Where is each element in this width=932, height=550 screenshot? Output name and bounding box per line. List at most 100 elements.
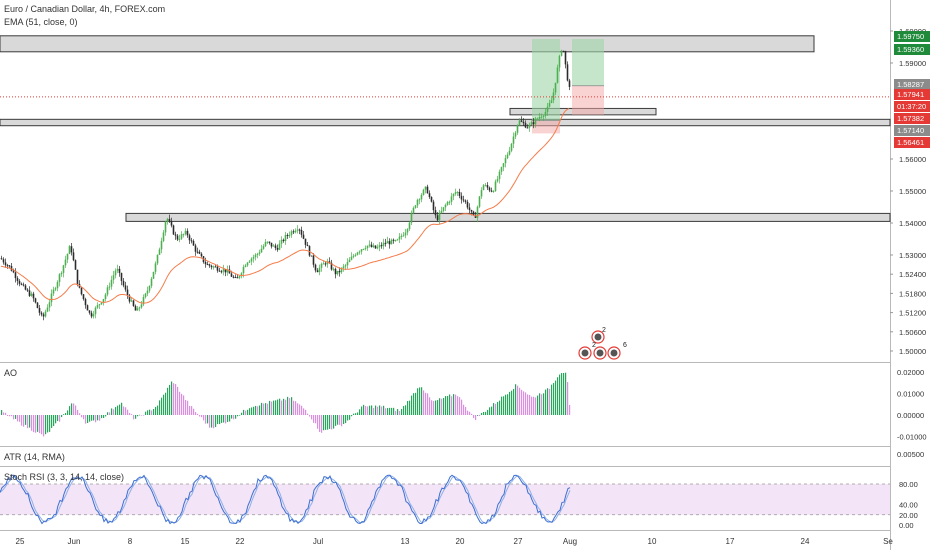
ao-bar bbox=[531, 396, 533, 415]
candle-body bbox=[308, 246, 311, 256]
candle-body bbox=[218, 270, 221, 272]
candle-body bbox=[512, 136, 515, 144]
ao-bar bbox=[293, 400, 295, 415]
candle-body bbox=[382, 242, 385, 247]
ao-bar bbox=[69, 406, 71, 415]
event-icon-dot bbox=[581, 349, 589, 357]
loss-zone[interactable] bbox=[532, 120, 560, 134]
sr-zone[interactable] bbox=[0, 35, 815, 53]
ao-bar bbox=[57, 415, 59, 422]
ao-bar bbox=[153, 408, 155, 415]
candle-body bbox=[502, 163, 505, 168]
candle-body bbox=[490, 190, 493, 192]
candle-body bbox=[210, 265, 213, 268]
ao-bar bbox=[279, 398, 281, 415]
ao-bar bbox=[159, 400, 161, 415]
ao-bar bbox=[239, 415, 241, 416]
candle-body bbox=[222, 269, 225, 272]
events[interactable]: 2 2 6 bbox=[578, 327, 627, 360]
ao-bar bbox=[529, 394, 531, 415]
ao-bar bbox=[93, 415, 95, 421]
candle-body bbox=[548, 103, 551, 107]
ao-bar bbox=[425, 392, 427, 415]
candle-body bbox=[138, 307, 141, 309]
ao-bar bbox=[7, 415, 9, 417]
candle-body bbox=[160, 240, 163, 250]
candle-body bbox=[246, 262, 249, 266]
candle-body bbox=[350, 256, 353, 260]
candle-body bbox=[26, 289, 29, 291]
candle-body bbox=[358, 251, 361, 253]
ao-bar bbox=[415, 392, 417, 415]
ao-bar bbox=[141, 415, 143, 416]
ao-bar bbox=[473, 415, 475, 419]
ao-bar bbox=[369, 405, 371, 415]
candle-body bbox=[398, 236, 401, 240]
ao-bar bbox=[535, 397, 537, 415]
ao-bar bbox=[5, 412, 7, 415]
ao-bar bbox=[213, 415, 215, 429]
candle-body bbox=[332, 268, 335, 270]
candle-body bbox=[46, 307, 49, 312]
x-tick-label: 25 bbox=[16, 537, 25, 546]
candle-body bbox=[366, 245, 369, 249]
candle-body bbox=[234, 277, 237, 279]
ao-tick-label: 0.02000 bbox=[897, 368, 924, 377]
profit-zone[interactable] bbox=[572, 39, 604, 86]
candle-body bbox=[294, 230, 297, 233]
ao-bar bbox=[313, 415, 315, 423]
ao-bar bbox=[23, 415, 25, 427]
candle-body bbox=[276, 247, 279, 250]
candle-body bbox=[364, 248, 367, 250]
candle-body bbox=[174, 234, 177, 236]
ao-bar bbox=[397, 409, 399, 415]
ao-bar bbox=[21, 415, 23, 426]
profit-zone[interactable] bbox=[532, 39, 560, 121]
ao-bar bbox=[173, 383, 175, 415]
x-tick-label: 22 bbox=[236, 537, 245, 546]
candle-body bbox=[192, 240, 195, 246]
ao-bar bbox=[161, 397, 163, 415]
candle-body bbox=[464, 200, 467, 202]
candle-body bbox=[312, 255, 315, 265]
x-tick-label: 24 bbox=[801, 537, 810, 546]
ao-bar bbox=[327, 415, 329, 430]
stoch-tick-label: 20.00 bbox=[899, 511, 918, 520]
loss-zone[interactable] bbox=[572, 85, 604, 115]
stoch-legend: Stoch RSI (3, 3, 14, 14, close) bbox=[4, 472, 125, 482]
y-tick-label: 1.50000 bbox=[899, 347, 926, 356]
ao-bar bbox=[567, 382, 569, 415]
candle-body bbox=[198, 251, 201, 254]
ao-bar bbox=[241, 412, 243, 415]
candle-body bbox=[256, 253, 259, 255]
ao-bar bbox=[87, 415, 89, 424]
candle-body bbox=[460, 195, 463, 200]
ao-bar bbox=[319, 415, 321, 432]
candle-body bbox=[546, 106, 549, 112]
sr-zone[interactable] bbox=[0, 118, 891, 127]
sr-zone[interactable] bbox=[125, 212, 891, 222]
candle-body bbox=[74, 260, 77, 270]
candle-body bbox=[296, 229, 299, 231]
candle-body bbox=[70, 246, 73, 253]
candle-body bbox=[302, 234, 305, 239]
y-tick-label: 1.59000 bbox=[899, 59, 926, 68]
y-tick-label: 1.51200 bbox=[899, 309, 926, 318]
candle-body bbox=[52, 289, 55, 294]
candle-body bbox=[288, 235, 291, 237]
candle-body bbox=[360, 249, 363, 252]
ao-bar bbox=[91, 415, 93, 421]
candle-body bbox=[520, 120, 523, 122]
candle-body bbox=[428, 193, 431, 197]
ao-bar bbox=[419, 387, 421, 415]
x-tick-label: Jul bbox=[313, 537, 323, 546]
candle-body bbox=[212, 266, 215, 268]
ao-bar bbox=[483, 411, 485, 415]
ao-bar bbox=[243, 409, 245, 415]
candle-body bbox=[374, 245, 377, 249]
ao-bar bbox=[477, 415, 479, 416]
ao-bar bbox=[205, 415, 207, 424]
candle-body bbox=[172, 225, 175, 235]
candle-body bbox=[372, 245, 375, 247]
